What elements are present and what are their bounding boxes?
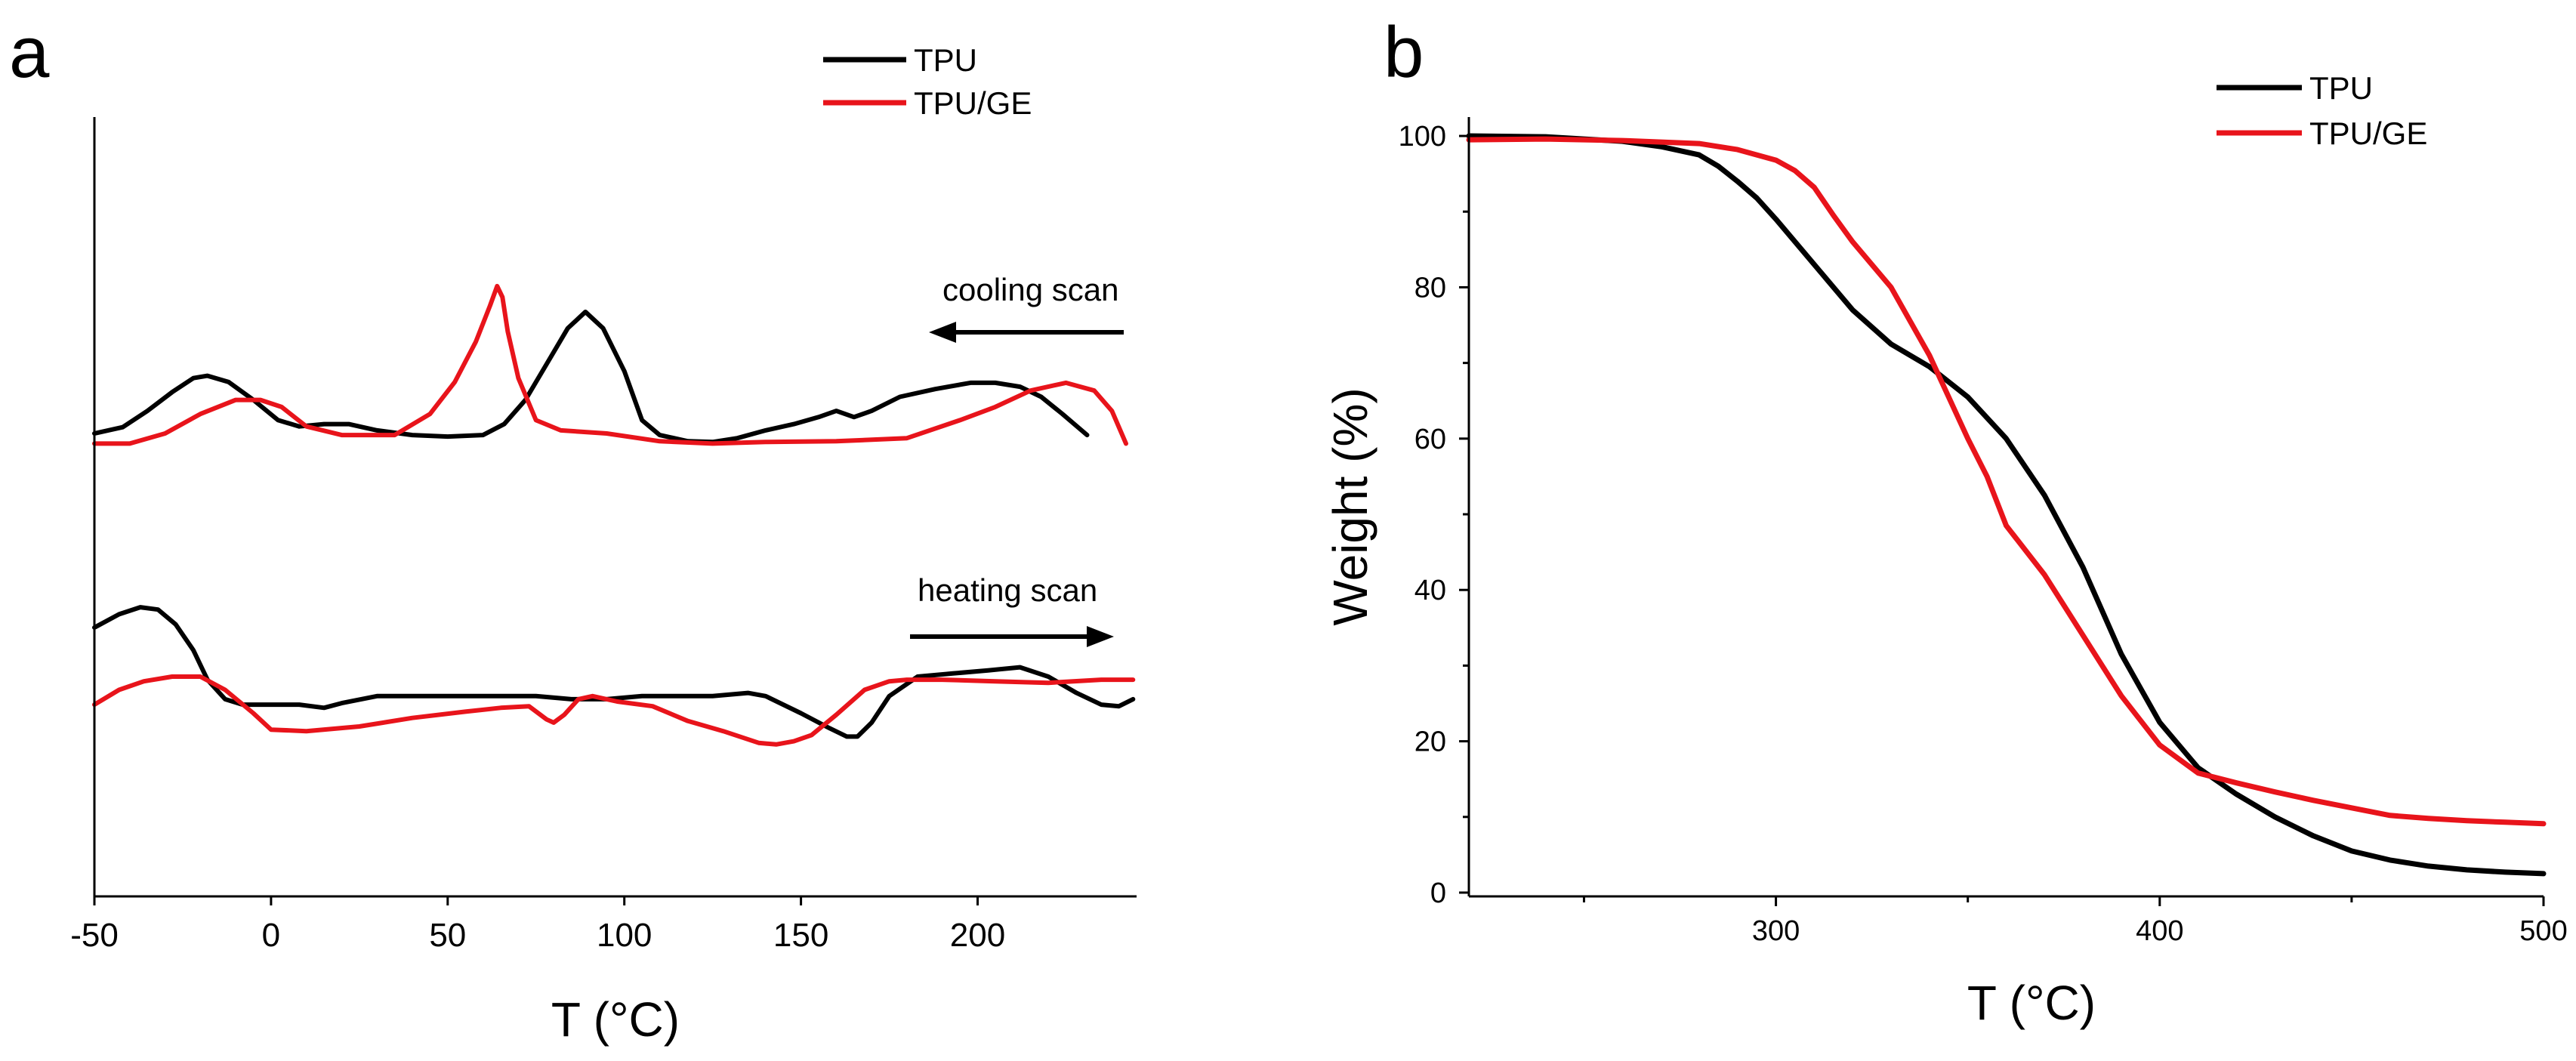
- series-line-tpu-heating: [92, 605, 1136, 739]
- cooling-scan-arrow: [929, 322, 1124, 343]
- panel-a-ticks: -50 0 50 100 150 200: [70, 896, 1005, 954]
- panel-a-x-axis-label: T (°C): [551, 992, 680, 1047]
- series-line-tpu-cooling: [92, 310, 1090, 445]
- legend-label-tpu: TPU: [914, 42, 977, 78]
- x-tick-label: 0: [262, 917, 280, 954]
- legend-label-tpu-ge: TPU/GE: [2309, 116, 2427, 151]
- series-line-tpu-ge-cooling: [92, 283, 1128, 446]
- y-tick-label: 0: [1430, 877, 1446, 909]
- x-tick-label: 150: [773, 917, 828, 954]
- panel-a-label: a: [9, 12, 50, 93]
- heating-scan-arrow: [910, 626, 1114, 647]
- x-tick-label: -50: [70, 917, 119, 954]
- series-line-tpu: [1466, 133, 2547, 877]
- panel-a-legend: TPU TPU/GE: [823, 42, 1032, 121]
- panel-b-tga-chart: b 300 400 500 0 20 40 60 80 100 T (°C) Weight (%…: [1323, 12, 2568, 1030]
- panel-b-y-axis-label: Weight (%): [1323, 387, 1377, 625]
- panel-b-label: b: [1384, 12, 1424, 93]
- y-tick-label: 60: [1414, 424, 1446, 455]
- y-tick-label: 80: [1414, 272, 1446, 304]
- x-tick-label: 300: [1752, 915, 1800, 947]
- panel-b-legend: TPU TPU/GE: [2217, 70, 2427, 151]
- x-tick-label: 100: [597, 917, 652, 954]
- y-tick-label: 40: [1414, 575, 1446, 606]
- x-tick-label: 500: [2519, 915, 2567, 947]
- panel-a-curves: [92, 283, 1136, 747]
- heating-scan-label: heating scan: [918, 572, 1097, 608]
- series-line-tpu-ge: [1466, 136, 2547, 827]
- x-tick-label: 50: [429, 917, 466, 954]
- series-line-tpu-ge-heating: [92, 674, 1136, 747]
- y-tick-label: 100: [1399, 121, 1446, 153]
- x-tick-label: 200: [950, 917, 1005, 954]
- panel-a-dsc-chart: a -50 0 50 100 150 200 T (°C) TPU TPU/GE cool…: [9, 12, 1137, 1047]
- panel-b-ticks: 300 400 500 0 20 40 60 80 100: [1399, 121, 2568, 947]
- panel-b-curves: [1466, 133, 2547, 877]
- y-tick-label: 20: [1414, 726, 1446, 758]
- x-tick-label: 400: [2136, 915, 2183, 947]
- legend-label-tpu: TPU: [2309, 70, 2373, 106]
- cooling-scan-label: cooling scan: [942, 272, 1118, 307]
- panel-b-x-axis-label: T (°C): [1967, 976, 2096, 1030]
- legend-label-tpu-ge: TPU/GE: [914, 85, 1032, 121]
